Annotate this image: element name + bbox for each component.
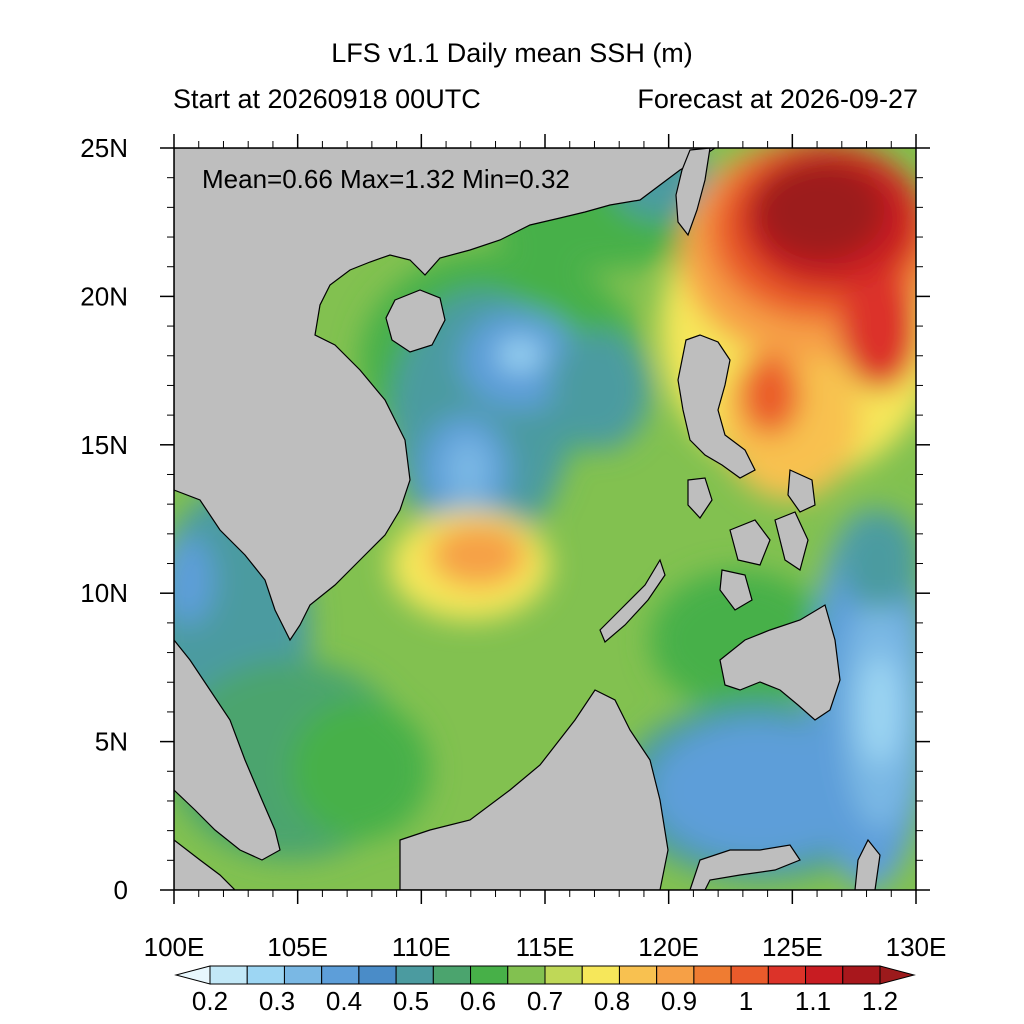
land-halmahera	[854, 838, 881, 890]
colorbar-label: 1	[739, 986, 753, 1016]
colorbar-swatch	[358, 965, 397, 985]
land-taiwan	[675, 148, 711, 237]
colorbar-label: 0.9	[661, 986, 697, 1016]
colorbar-swatch	[693, 965, 732, 985]
lat-tick-label: 0	[114, 875, 128, 905]
luzon-east-red	[740, 355, 800, 435]
lat-tick-label: 20N	[80, 281, 128, 311]
land-palawan	[599, 558, 666, 643]
vietnam-eddy-orange	[430, 523, 526, 587]
colorbar-label: 0.2	[192, 986, 228, 1016]
land-visayas-3	[719, 569, 753, 611]
land-borneo	[399, 689, 669, 890]
colorbar-swatch	[246, 965, 285, 985]
lon-tick-label: 120E	[638, 932, 699, 962]
gulf-thailand-blue	[174, 535, 214, 625]
land-luzon	[677, 334, 756, 479]
land-mindanao	[719, 604, 841, 721]
colorbar-label: 0.5	[393, 986, 429, 1016]
colorbar-label: 0.4	[326, 986, 362, 1016]
land-hainan	[385, 289, 446, 353]
scs-north-lightblue	[498, 339, 542, 371]
start-time-label: Start at 20260918 00UTC	[173, 84, 481, 114]
colorbar-swatch	[395, 965, 434, 985]
colorbar-swatch	[581, 965, 620, 985]
land-sulawesi	[689, 844, 801, 890]
latitude-axis: 0 5N 10N 15N 20N 25N	[80, 133, 930, 905]
colorbar-swatch	[618, 965, 658, 985]
colorbar-label: 0.3	[259, 986, 295, 1016]
lat-tick-label: 15N	[80, 430, 128, 460]
colorbar-swatch	[767, 965, 807, 985]
lon-tick-label: 105E	[267, 932, 328, 962]
colorbar-label: 0.6	[460, 986, 496, 1016]
lon-tick-label: 130E	[886, 932, 947, 962]
colorbar-swatch	[656, 965, 695, 985]
landmass-group	[174, 148, 881, 890]
colorbar-label: 1.2	[862, 986, 898, 1016]
scs-east-teal	[550, 330, 650, 450]
longitude-axis: 100E 105E 110E 115E 120E 125E 130E	[144, 134, 947, 962]
ssh-contour-layers	[174, 148, 916, 890]
lat-tick-label: 25N	[80, 133, 128, 163]
colorbar-swatch	[730, 965, 769, 985]
colorbar-max-triangle	[879, 965, 916, 985]
colorbar-label: 0.7	[527, 986, 563, 1016]
colorbar-swatch	[544, 965, 583, 985]
kuroshio-east-red	[840, 270, 916, 390]
land-malay-peninsula	[174, 639, 281, 861]
land-mindoro	[687, 477, 713, 519]
philippine-sea-teal	[840, 510, 916, 610]
land-samar	[787, 469, 816, 513]
lon-tick-label: 125E	[762, 932, 823, 962]
land-sumatra	[174, 839, 236, 890]
colorbar-swatch	[507, 965, 546, 985]
colorbar-swatch	[321, 965, 360, 985]
colorbar-swatch	[470, 965, 509, 985]
land-visayas-1	[729, 519, 771, 566]
colorbar-swatch	[432, 965, 472, 985]
lon-tick-label: 110E	[392, 932, 451, 962]
lat-tick-label: 5N	[95, 727, 128, 757]
map-title: LFS v1.1 Daily mean SSH (m)	[331, 38, 693, 68]
colorbar-min-triangle	[174, 965, 211, 985]
colorbar-label: 0.8	[594, 986, 630, 1016]
stats-text: Mean=0.66 Max=1.32 Min=0.32	[202, 164, 570, 194]
colorbar: 0.2 0.3 0.4 0.5 0.6 0.7 0.8 0.9 1 1.1 1.2	[174, 965, 916, 1016]
land-visayas-2	[774, 511, 809, 571]
colorbar-swatch	[283, 965, 323, 985]
mindanao-east-palestblue	[860, 655, 900, 765]
lon-tick-label: 100E	[144, 932, 205, 962]
lat-tick-label: 10N	[80, 578, 128, 608]
land-asia-mainland	[174, 148, 717, 642]
sunda-dark-green	[290, 700, 430, 840]
ssh-field	[174, 148, 916, 890]
kuroshio-core	[755, 160, 885, 260]
lon-tick-label: 115E	[516, 932, 575, 962]
scs-central-lightblue	[446, 438, 490, 502]
colorbar-swatch	[209, 965, 248, 985]
colorbar-swatch	[805, 965, 844, 985]
colorbar-label: 1.1	[795, 986, 831, 1016]
colorbar-swatch	[842, 965, 881, 985]
forecast-date-label: Forecast at 2026-09-27	[637, 84, 918, 114]
